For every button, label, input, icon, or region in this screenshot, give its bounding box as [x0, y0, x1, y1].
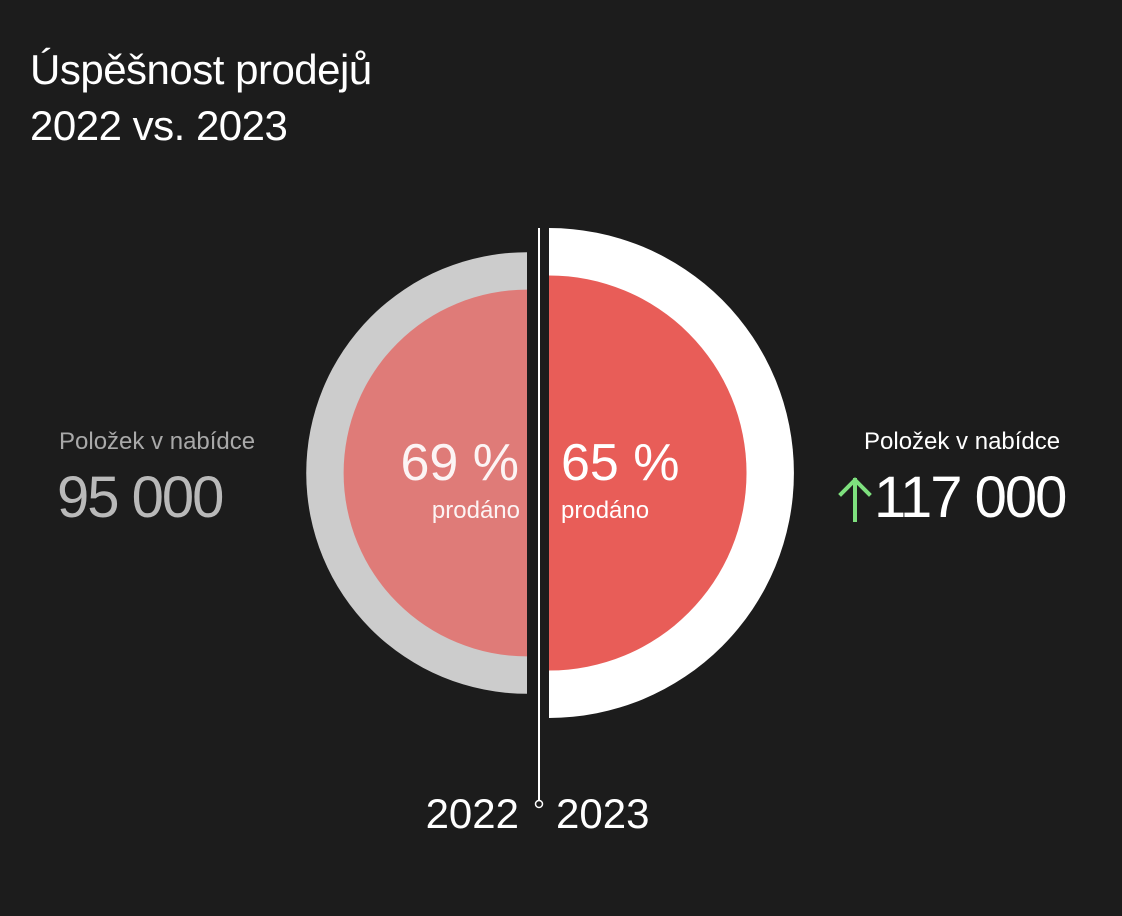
chart-title: Úspěšnost prodejů 2022 vs. 2023 [30, 42, 372, 154]
inner-half-2023 [549, 275, 747, 671]
year-label-2023: 2023 [556, 790, 649, 837]
title-line-1: Úspěšnost prodejů [30, 46, 372, 93]
label-offered-2023: Položek v nabídce [864, 428, 1061, 455]
divider-end-dot [534, 799, 544, 809]
title-line-2: 2022 vs. 2023 [30, 102, 288, 149]
percent-2022: 69 % [400, 434, 519, 492]
sold-label-2022: prodáno [432, 497, 520, 524]
inner-half-2022 [343, 289, 527, 657]
year-label-2022: 2022 [426, 790, 519, 837]
sold-label-2023: prodáno [561, 497, 649, 524]
percent-2023: 65 % [561, 434, 680, 492]
label-offered-2022: Položek v nabídce [59, 428, 256, 455]
up-arrow-icon [838, 477, 872, 522]
value-offered-2023: 117 000 [874, 465, 1067, 530]
value-offered-2022: 95 000 [57, 465, 224, 530]
